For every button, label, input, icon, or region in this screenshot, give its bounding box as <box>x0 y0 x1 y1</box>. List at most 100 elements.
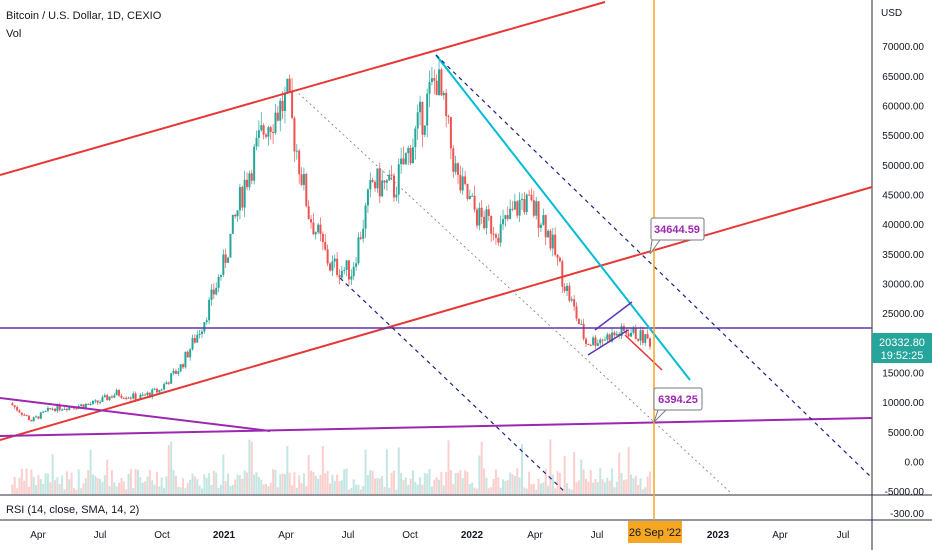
volume-bar <box>613 487 616 494</box>
callout-lower-text: 6394.25 <box>658 394 698 406</box>
candle-body <box>96 400 99 403</box>
volume-bar <box>528 471 531 494</box>
volume-bar <box>165 476 168 494</box>
candle-body <box>447 116 450 118</box>
candle-body <box>25 415 28 417</box>
volume-bar <box>516 468 519 494</box>
volume-bar <box>561 489 564 494</box>
volume-bar <box>205 477 208 494</box>
volume-bar <box>106 459 109 494</box>
candle-body <box>411 147 414 164</box>
candle-body <box>312 222 315 235</box>
candle-body <box>198 333 201 335</box>
candle-body <box>632 327 635 333</box>
volume-bar <box>423 473 426 494</box>
volume-bar <box>355 484 358 494</box>
candle-body <box>345 260 348 270</box>
volume-bar <box>73 488 75 494</box>
candle-body <box>421 101 424 135</box>
candle-body <box>459 174 462 191</box>
rsi-indicator-label[interactable]: RSI (14, close, SMA, 14, 2) <box>6 504 140 516</box>
candle-body <box>596 343 599 346</box>
time-tick-label: Oct <box>402 530 418 541</box>
volume-bar <box>419 477 422 494</box>
candle-body <box>307 206 310 220</box>
candle-body <box>634 327 637 340</box>
volume-bar <box>260 479 263 494</box>
volume-bar <box>127 473 130 494</box>
volume-bar <box>198 485 201 494</box>
candle-body <box>302 174 305 185</box>
volume-bar <box>139 477 142 494</box>
volume-bar <box>364 449 367 494</box>
candle-body <box>122 397 125 399</box>
candle-body <box>13 405 16 408</box>
volume-bar <box>343 469 346 494</box>
volume-bar <box>530 484 533 494</box>
volume-bar <box>203 474 206 494</box>
volume-bar <box>158 486 161 494</box>
volume-bar <box>184 488 187 494</box>
candle-body <box>141 394 144 396</box>
volume-bar <box>376 478 379 494</box>
candle-body <box>573 299 576 307</box>
candle-body <box>262 125 265 135</box>
candle-body <box>291 91 294 118</box>
volume-bar <box>492 479 495 494</box>
price-axis: 70000.00 65000.00 60000.00 55000.00 50000.00… <box>882 42 924 520</box>
volume-bar <box>65 471 68 494</box>
time-tick-label: Apr <box>30 530 46 541</box>
candle-body <box>279 100 282 121</box>
candle-body <box>101 397 104 402</box>
candle-body <box>504 215 507 220</box>
volume-bar <box>577 480 580 494</box>
candle-body <box>68 406 71 411</box>
volume-bar <box>44 473 47 494</box>
symbol-title[interactable]: Bitcoin / U.S. Dollar, 1D, CEXIO <box>6 10 162 22</box>
volume-bar <box>426 473 429 494</box>
volume-bar <box>395 489 398 494</box>
candle-body <box>134 393 137 401</box>
candle-body <box>395 194 398 198</box>
volume-bar <box>433 479 436 494</box>
volume-bar <box>641 489 644 494</box>
volume-indicator-label[interactable]: Vol <box>6 28 22 40</box>
rsi-tick-label: -300.00 <box>890 509 924 520</box>
volume-bar <box>274 469 277 494</box>
candle-body <box>179 364 182 372</box>
volume-bar <box>18 477 21 494</box>
candle-body <box>364 205 367 229</box>
volume-bar <box>283 474 286 494</box>
volume-bar <box>551 474 554 494</box>
volume-bar <box>208 473 211 494</box>
candle-body <box>255 137 258 147</box>
candle-body <box>390 174 393 176</box>
candle-body <box>611 332 614 342</box>
candle-body <box>535 201 538 216</box>
volume-bar <box>416 484 419 494</box>
candle-body <box>599 339 602 344</box>
candle-body <box>243 179 246 208</box>
candle-body <box>222 254 225 275</box>
candle-body <box>44 410 47 412</box>
candle-body <box>103 395 106 398</box>
candle-body <box>426 93 429 126</box>
volume-bar <box>58 484 61 494</box>
volume-bar <box>310 470 313 494</box>
callout-lower-pointer <box>653 409 668 423</box>
candle-body <box>347 260 350 280</box>
candle-body <box>511 208 514 210</box>
candle-body <box>641 330 644 343</box>
candle-body <box>416 112 419 129</box>
candle-body <box>276 112 279 121</box>
candle-body <box>385 180 388 183</box>
candle-body <box>257 130 260 138</box>
volume-bar <box>523 487 526 494</box>
price-tick-label: 5000.00 <box>888 428 925 439</box>
volume-bar <box>37 475 40 494</box>
last-price-value: 20332.80 <box>879 337 925 349</box>
callout-lower-box <box>653 387 703 411</box>
candle-body <box>440 69 443 96</box>
volume-bar <box>502 479 505 494</box>
